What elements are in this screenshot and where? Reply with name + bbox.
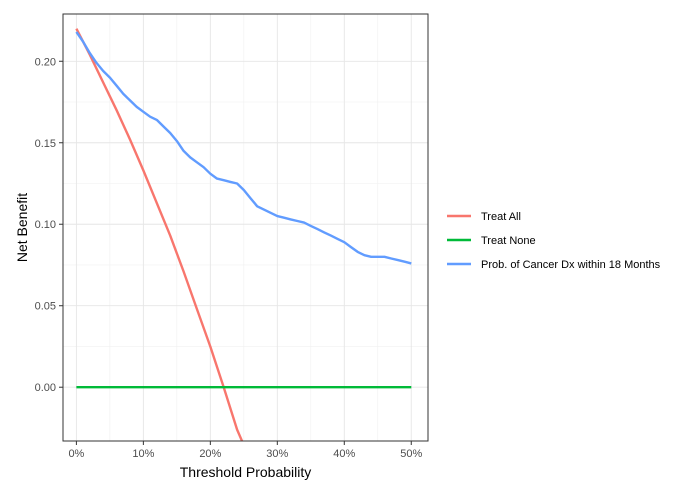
x-tick-label: 10%	[132, 448, 154, 460]
y-tick-label: 0.15	[35, 138, 56, 150]
y-tick-label: 0.00	[35, 382, 56, 394]
y-tick-label: 0.20	[35, 56, 56, 68]
x-tick-label: 30%	[266, 448, 288, 460]
x-tick-label: 0%	[68, 448, 84, 460]
y-tick-label: 0.05	[35, 301, 56, 313]
series-line-treat-all	[75, 28, 244, 441]
x-axis-ticks: 0% 10% 20% 30% 40% 50%	[68, 441, 422, 460]
legend-label: Treat None	[481, 235, 536, 247]
series-line-prob-of-cancer-dx-within-18-months	[75, 31, 412, 265]
x-tick-label: 20%	[199, 448, 221, 460]
legend-item: Prob. of Cancer Dx within 18 Months	[447, 259, 661, 271]
panel-border	[62, 13, 429, 442]
legend-label: Treat All	[481, 211, 521, 223]
y-axis-ticks: 0.00 0.05 0.10 0.15 0.20	[35, 56, 63, 394]
series-layer	[75, 28, 412, 441]
legend-item: Treat None	[447, 235, 536, 247]
legend-item: Treat All	[447, 211, 521, 223]
legend-label: Prob. of Cancer Dx within 18 Months	[481, 259, 661, 271]
y-tick-label: 0.10	[35, 219, 56, 231]
grid-minor	[63, 14, 428, 441]
legend: Treat All Treat None Prob. of Cancer Dx wi…	[447, 211, 661, 271]
x-tick-label: 40%	[333, 448, 355, 460]
y-axis-title: Net Benefit	[14, 193, 30, 262]
x-tick-label: 50%	[400, 448, 422, 460]
grid-major	[63, 14, 428, 441]
x-axis-title: Threshold Probability	[180, 464, 312, 480]
